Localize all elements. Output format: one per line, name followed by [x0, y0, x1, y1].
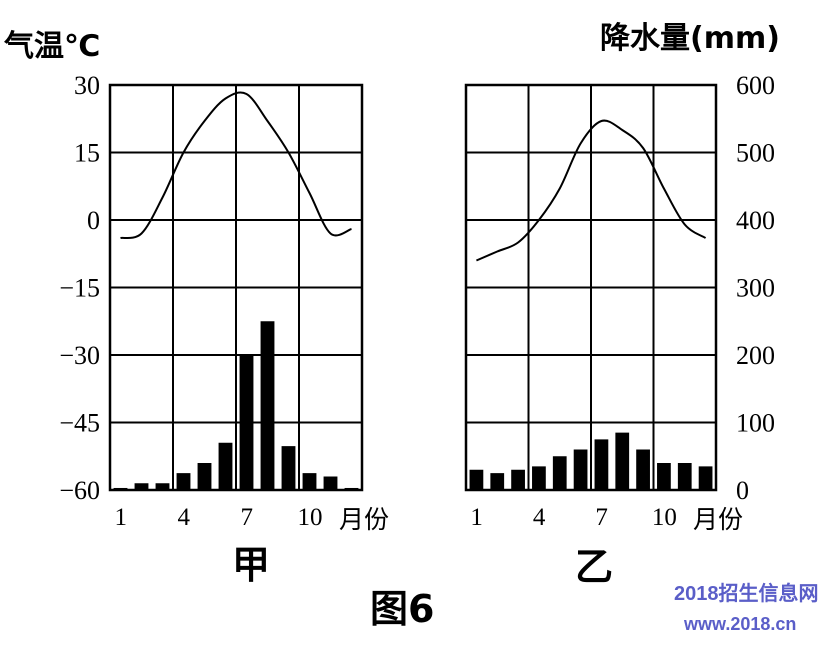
month-tick-label: 4 [533, 504, 546, 531]
temperature-tick-label: −15 [59, 274, 100, 303]
temperature-line [120, 91, 352, 240]
temperature-tick-label: −30 [59, 341, 100, 370]
precipitation-bar [218, 442, 233, 490]
watermark-url: www.2018.cn [683, 614, 796, 634]
precipitation-tick-label: 100 [736, 409, 775, 438]
plot-frame [464, 83, 718, 492]
precipitation-bar [281, 446, 296, 490]
month-unit-label: 月份 [339, 505, 389, 534]
precipitation-bar [511, 469, 525, 490]
precipitation-bar [239, 355, 254, 490]
month-tick-label: 7 [241, 504, 254, 531]
precipitation-bar [113, 487, 128, 490]
temperature-line [476, 119, 707, 262]
plot-frame [108, 83, 364, 492]
temperature-tick-labels: 30 15 0 −15 −30 −45 −60 [59, 71, 100, 505]
precipitation-tick-label: 500 [736, 139, 775, 168]
precipitation-bar [155, 483, 170, 490]
month-tick-label: 1 [115, 504, 128, 531]
precipitation-bar [197, 463, 212, 490]
precipitation-bar [594, 439, 609, 490]
precipitation-axis-title: 降水量(mm) [600, 21, 780, 56]
precipitation-tick-label: 400 [736, 206, 775, 235]
precipitation-tick-label: 0 [736, 476, 749, 505]
precipitation-bar [573, 449, 588, 490]
temperature-tick-label: −45 [59, 409, 100, 438]
month-tick-label: 10 [652, 504, 677, 531]
month-tick-label: 1 [470, 504, 483, 531]
precipitation-tick-label: 600 [736, 71, 775, 100]
month-tick-label: 7 [595, 504, 608, 531]
month-tick-label: 10 [298, 504, 323, 531]
precipitation-bar [490, 473, 505, 490]
temperature-tick-label: 0 [87, 206, 100, 235]
precipitation-bar [302, 473, 317, 490]
figure-caption: 图6 [370, 587, 434, 631]
precipitation-bar [552, 456, 567, 490]
precipitation-tick-labels: 600 500 400 300 200 100 0 [736, 71, 775, 505]
precipitation-bar [615, 432, 630, 490]
temperature-tick-label: 15 [74, 139, 100, 168]
precipitation-bar [532, 466, 546, 490]
month-unit-label: 月份 [693, 505, 743, 534]
precipitation-bar [657, 463, 671, 490]
precipitation-bar [677, 463, 692, 490]
temperature-axis-title: 气温℃ [4, 29, 100, 64]
panel-label-yi: 乙 [575, 545, 613, 589]
precipitation-tick-label: 300 [736, 274, 775, 303]
precipitation-bar [698, 466, 713, 490]
precipitation-bar [636, 449, 650, 490]
precipitation-bar [176, 473, 191, 490]
precipitation-bar [134, 483, 149, 490]
temperature-tick-label: 30 [74, 71, 100, 100]
panel-label-jia: 甲 [232, 543, 270, 587]
precipitation-bar [323, 476, 338, 490]
watermark-title: 2018招生信息网 [674, 581, 819, 605]
temperature-tick-label: −60 [59, 476, 100, 505]
month-tick-label: 4 [178, 504, 191, 531]
chart-panel-jia: 1 4 7 10 月份 [108, 83, 389, 534]
precipitation-bar [344, 487, 359, 490]
precipitation-tick-label: 200 [736, 341, 775, 370]
chart-panel-yi: 1 4 7 10 月份 [464, 83, 743, 534]
precipitation-bar [260, 321, 275, 490]
precipitation-bar [469, 469, 484, 490]
